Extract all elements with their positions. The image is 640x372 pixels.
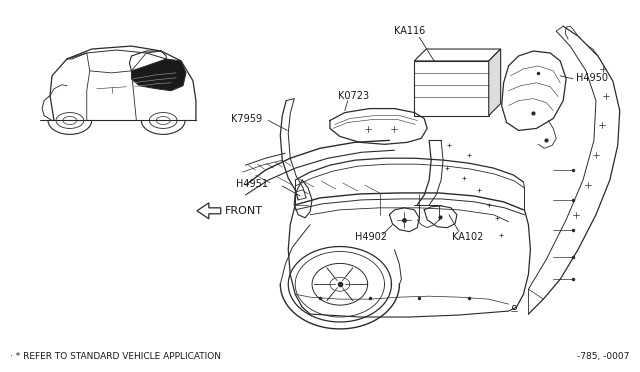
Text: H4951: H4951 [236, 179, 268, 189]
Text: K7959: K7959 [230, 113, 262, 124]
Bar [414, 61, 489, 116]
Polygon shape [197, 203, 221, 219]
Polygon shape [414, 49, 500, 61]
Text: H4950: H4950 [576, 73, 608, 83]
Text: H4902: H4902 [355, 232, 387, 242]
Text: KA116: KA116 [394, 26, 426, 36]
Text: KA102: KA102 [452, 232, 483, 242]
Text: · * REFER TO STANDARD VEHICLE APPLICATION: · * REFER TO STANDARD VEHICLE APPLICATIO… [10, 352, 221, 361]
Text: FRONT: FRONT [225, 206, 262, 216]
Text: -785, -0007: -785, -0007 [577, 352, 630, 361]
Text: K0723: K0723 [338, 91, 369, 101]
Polygon shape [131, 59, 186, 91]
Polygon shape [489, 49, 500, 116]
